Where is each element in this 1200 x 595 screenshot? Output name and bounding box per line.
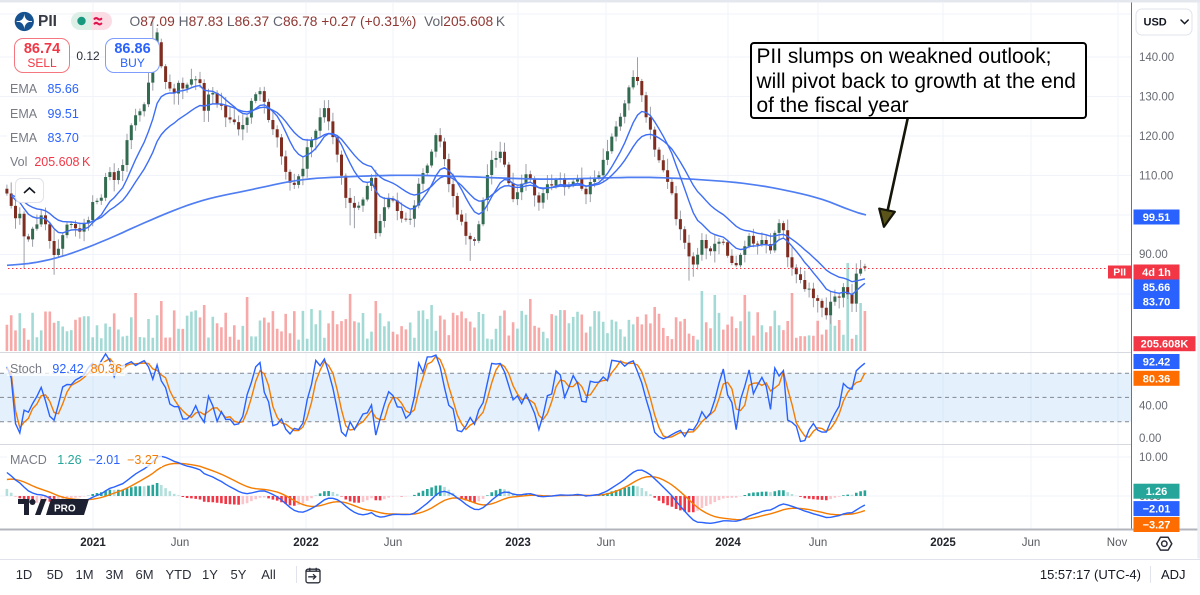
svg-text:4d 1h: 4d 1h bbox=[1142, 267, 1171, 279]
svg-text:85.66: 85.66 bbox=[1143, 282, 1171, 294]
svg-text:120.00: 120.00 bbox=[1139, 131, 1174, 143]
svg-text:Nov: Nov bbox=[1107, 537, 1128, 549]
svg-text:2025: 2025 bbox=[930, 537, 956, 549]
svg-text:205.608K: 205.608K bbox=[1141, 339, 1189, 351]
svg-text:PRO: PRO bbox=[54, 504, 76, 515]
svg-text:92.42: 92.42 bbox=[1143, 357, 1171, 369]
svg-text:2024: 2024 bbox=[715, 537, 741, 549]
svg-text:Jun: Jun bbox=[597, 537, 616, 549]
svg-text:2022: 2022 bbox=[293, 537, 319, 549]
svg-text:1.26: 1.26 bbox=[1146, 486, 1167, 498]
svg-text:40.00: 40.00 bbox=[1139, 401, 1168, 413]
svg-text:110.00: 110.00 bbox=[1139, 171, 1173, 183]
svg-text:140.00: 140.00 bbox=[1139, 52, 1174, 64]
svg-text:10.00: 10.00 bbox=[1139, 452, 1168, 464]
svg-text:90.00: 90.00 bbox=[1139, 249, 1168, 261]
svg-text:PII: PII bbox=[1113, 267, 1126, 279]
svg-text:2023: 2023 bbox=[505, 537, 531, 549]
svg-text:Jun: Jun bbox=[171, 537, 190, 549]
svg-text:USD: USD bbox=[1144, 17, 1167, 29]
svg-text:2021: 2021 bbox=[80, 537, 106, 549]
svg-text:130.00: 130.00 bbox=[1139, 92, 1174, 104]
svg-text:99.51: 99.51 bbox=[1143, 212, 1171, 224]
svg-text:−3.27: −3.27 bbox=[1143, 520, 1171, 532]
svg-text:80.36: 80.36 bbox=[1143, 373, 1171, 385]
svg-text:0.00: 0.00 bbox=[1139, 433, 1161, 445]
svg-text:−2.01: −2.01 bbox=[1143, 504, 1171, 516]
svg-text:Jun: Jun bbox=[809, 537, 828, 549]
svg-text:Jun: Jun bbox=[384, 537, 403, 549]
svg-text:Jun: Jun bbox=[1022, 537, 1041, 549]
svg-text:83.70: 83.70 bbox=[1143, 297, 1171, 309]
